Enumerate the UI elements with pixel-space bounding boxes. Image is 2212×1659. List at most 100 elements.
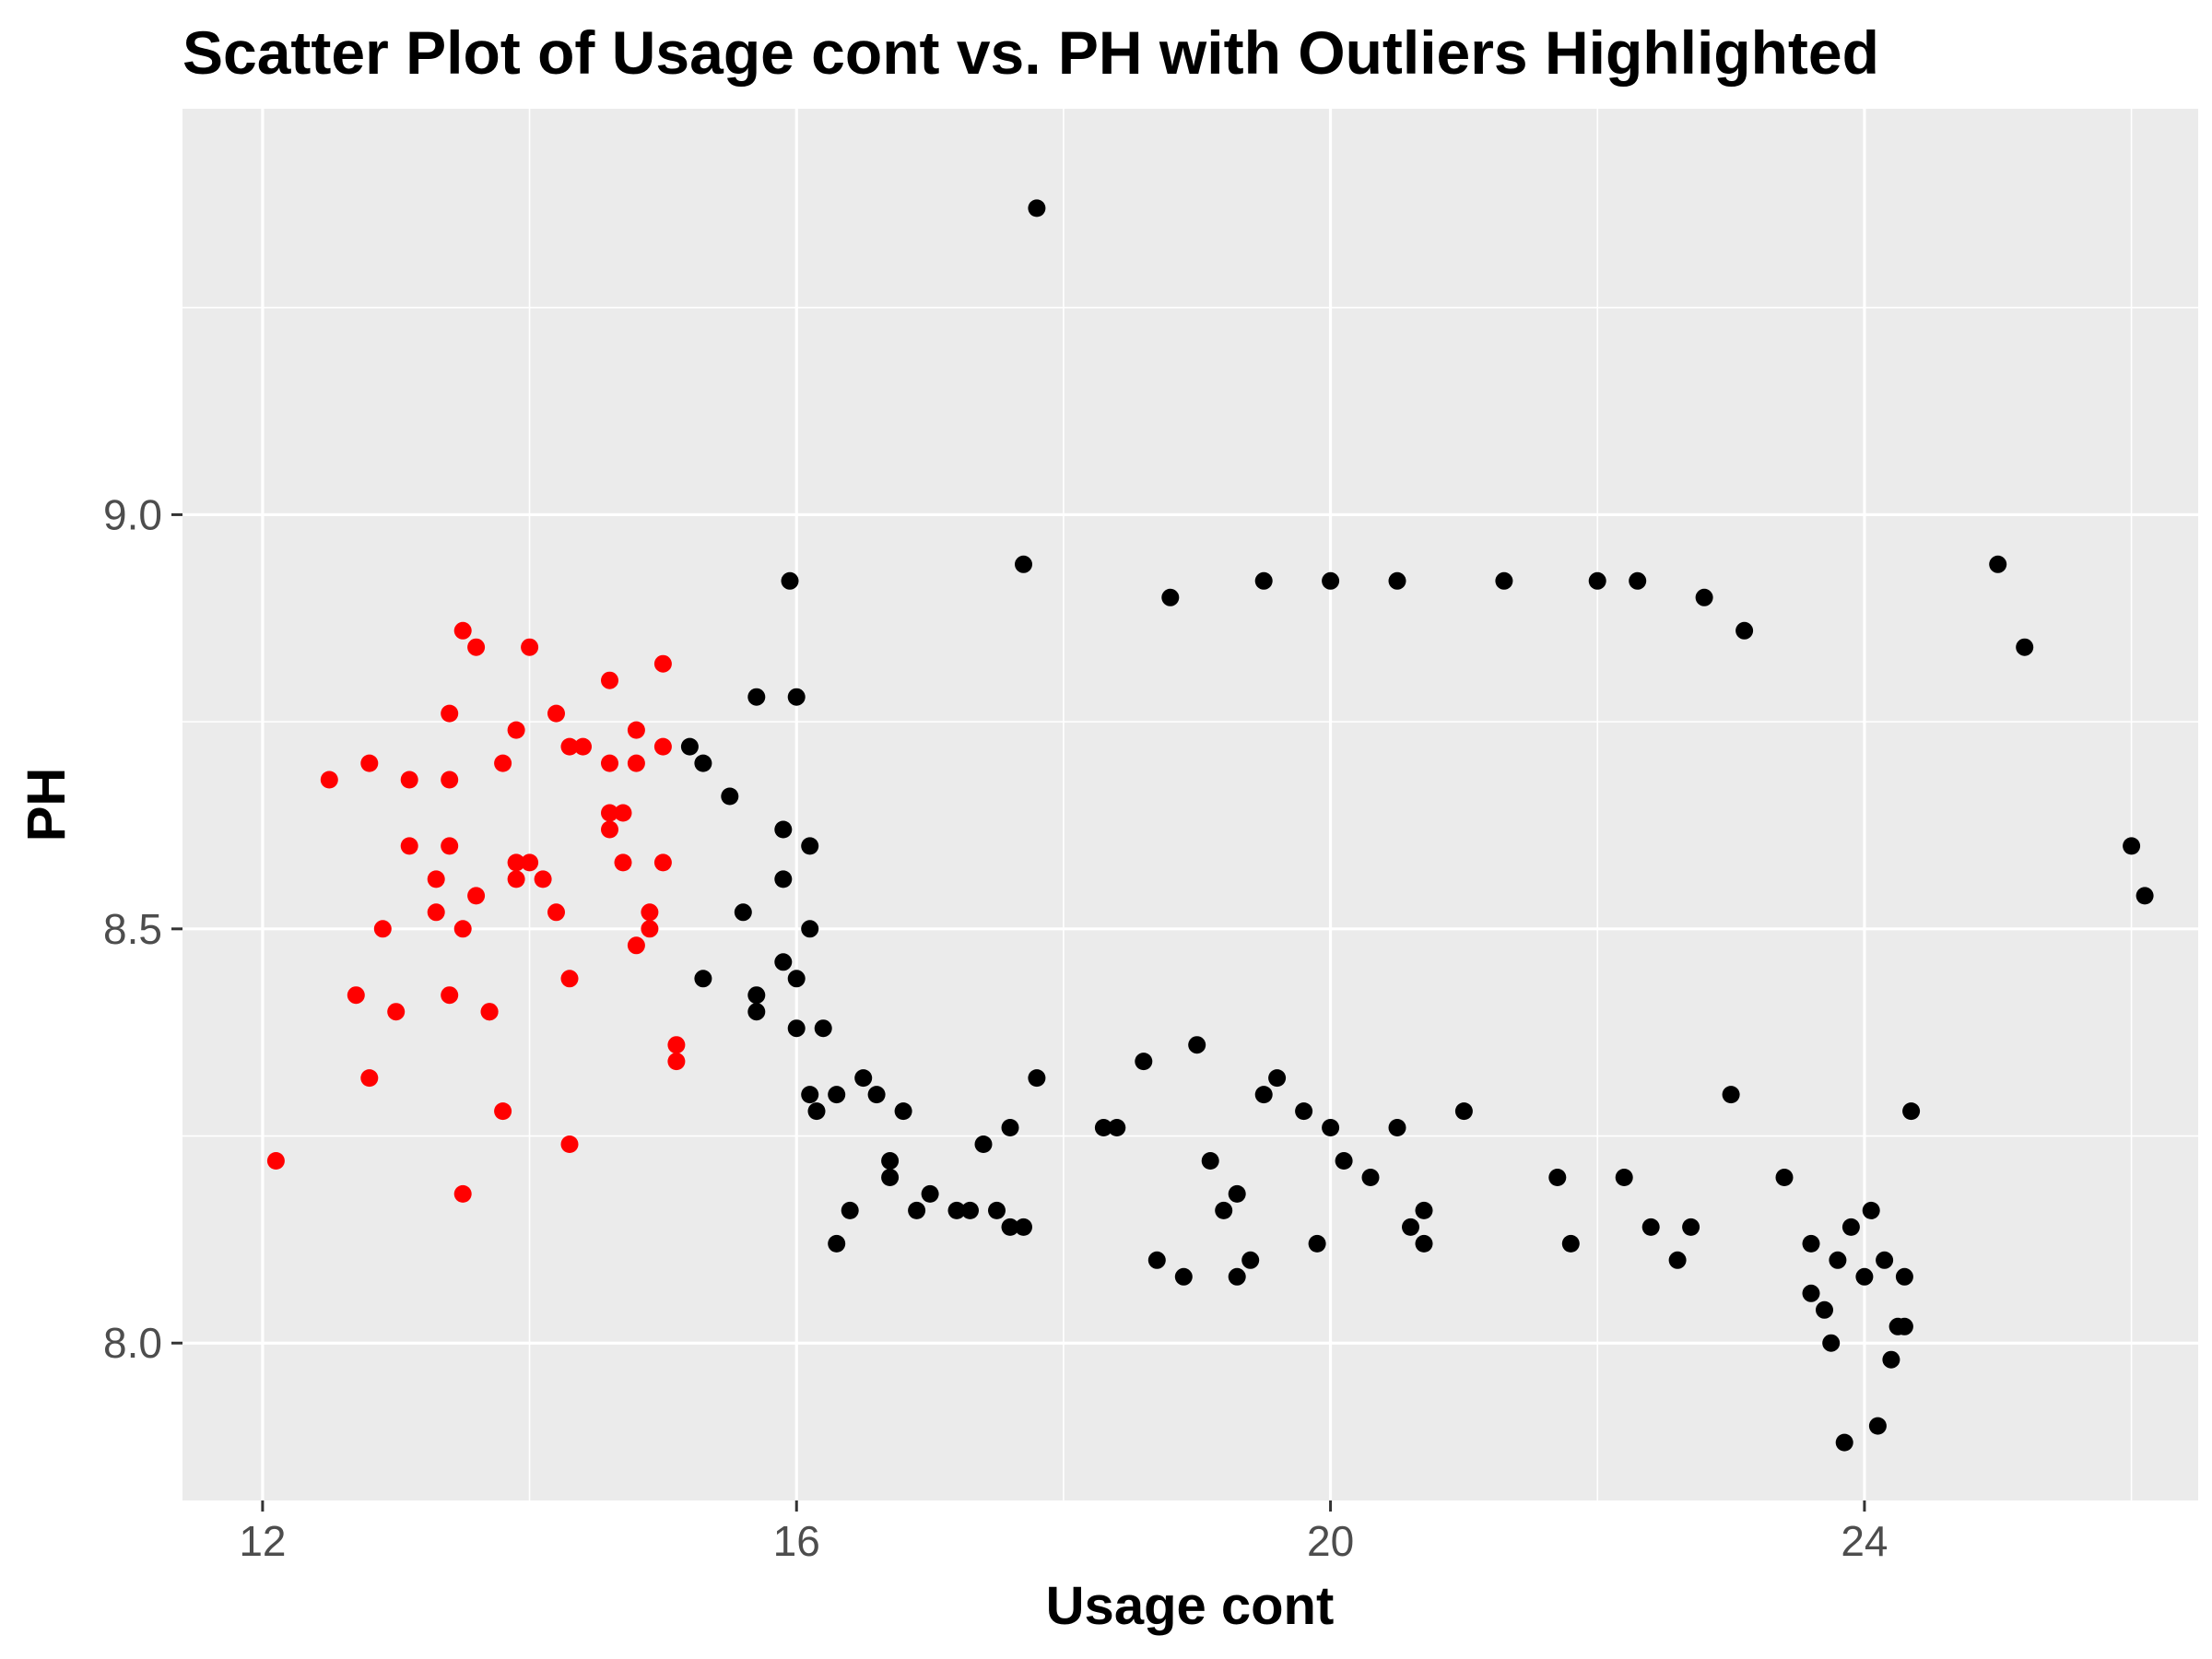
- data-point: [801, 920, 819, 938]
- data-point: [667, 1053, 686, 1071]
- y-tick-label: 8.0: [103, 1319, 162, 1367]
- data-point: [1322, 571, 1340, 590]
- data-point: [747, 1003, 766, 1021]
- data-point: [1174, 1267, 1193, 1286]
- data-point: [807, 1102, 826, 1121]
- data-point: [653, 853, 672, 872]
- data-point: [1015, 555, 1032, 573]
- data-point: [1668, 1251, 1687, 1269]
- data-point: [1989, 555, 2007, 573]
- data-point: [627, 754, 645, 772]
- x-tick-label: 24: [1841, 1517, 1888, 1565]
- data-point: [1228, 1267, 1246, 1286]
- data-point: [841, 1201, 859, 1219]
- data-point: [2136, 887, 2154, 905]
- data-point: [480, 1003, 499, 1021]
- data-point: [507, 870, 525, 888]
- data-point: [921, 1184, 939, 1203]
- data-point: [427, 903, 445, 922]
- data-point: [641, 920, 659, 938]
- data-point: [1001, 1119, 1019, 1136]
- data-point: [1876, 1251, 1894, 1269]
- y-axis-title: PH: [17, 768, 76, 842]
- data-point: [988, 1201, 1006, 1219]
- data-point: [667, 1036, 686, 1054]
- data-point: [1722, 1086, 1740, 1104]
- data-point: [1015, 1218, 1032, 1236]
- data-point: [787, 970, 806, 988]
- data-point: [547, 704, 565, 723]
- data-point: [601, 820, 618, 839]
- data-point: [400, 771, 418, 789]
- data-point: [1841, 1218, 1860, 1236]
- data-point: [774, 953, 793, 971]
- data-point: [680, 737, 699, 756]
- data-point: [947, 1201, 966, 1219]
- data-point: [961, 1201, 979, 1219]
- data-point: [1495, 571, 1513, 590]
- data-point: [1001, 1218, 1019, 1236]
- data-point: [2123, 837, 2141, 855]
- data-point: [814, 1019, 832, 1038]
- chart-title: Scatter Plot of Usage cont vs. PH with O…: [182, 18, 1879, 87]
- x-tick-label: 16: [773, 1517, 820, 1565]
- x-axis: 12 16 20 24: [239, 1500, 1888, 1565]
- data-point: [507, 721, 525, 739]
- data-point: [1802, 1284, 1820, 1302]
- data-point: [1415, 1201, 1433, 1219]
- data-point: [614, 853, 632, 872]
- data-point: [467, 638, 486, 656]
- data-point: [694, 754, 712, 772]
- data-point: [1228, 1184, 1246, 1203]
- data-point: [574, 737, 592, 756]
- data-points: [266, 199, 2154, 1452]
- data-point: [427, 870, 445, 888]
- data-point: [521, 853, 539, 872]
- y-tick-label: 9.0: [103, 490, 162, 538]
- data-point: [881, 1169, 900, 1186]
- data-point: [1241, 1251, 1260, 1269]
- data-point: [867, 1086, 886, 1104]
- data-point: [601, 804, 618, 822]
- data-point: [320, 771, 338, 789]
- data-point: [347, 986, 365, 1005]
- data-point: [601, 671, 618, 689]
- data-point: [560, 737, 579, 756]
- data-point: [1454, 1102, 1473, 1121]
- data-point: [400, 837, 418, 855]
- data-point: [734, 903, 752, 922]
- data-point: [1147, 1251, 1166, 1269]
- data-point: [881, 1152, 900, 1170]
- data-point: [787, 688, 806, 706]
- data-point: [1641, 1218, 1660, 1236]
- y-tick-label: 8.5: [103, 905, 162, 953]
- data-point: [828, 1086, 846, 1104]
- data-point: [1895, 1317, 1913, 1335]
- data-point: [1895, 1267, 1913, 1286]
- data-point: [1028, 199, 1046, 218]
- data-point: [1108, 1119, 1126, 1136]
- data-point: [1561, 1234, 1580, 1253]
- data-point: [1094, 1119, 1112, 1136]
- data-point: [1816, 1300, 1833, 1319]
- data-point: [453, 920, 472, 938]
- data-point: [653, 737, 672, 756]
- x-axis-title: Usage cont: [1046, 1576, 1335, 1636]
- data-point: [781, 571, 799, 590]
- data-point: [1335, 1152, 1353, 1170]
- data-point: [601, 754, 618, 772]
- data-point: [1254, 571, 1273, 590]
- data-point: [1028, 1069, 1046, 1088]
- data-point: [747, 688, 766, 706]
- data-point: [441, 986, 459, 1005]
- data-point: [854, 1069, 873, 1088]
- x-tick-label: 20: [1307, 1517, 1354, 1565]
- data-point: [1835, 1433, 1853, 1452]
- data-point: [774, 870, 793, 888]
- data-point: [441, 704, 459, 723]
- data-point: [721, 787, 739, 806]
- data-point: [1822, 1334, 1841, 1352]
- data-point: [1588, 571, 1606, 590]
- data-point: [441, 771, 459, 789]
